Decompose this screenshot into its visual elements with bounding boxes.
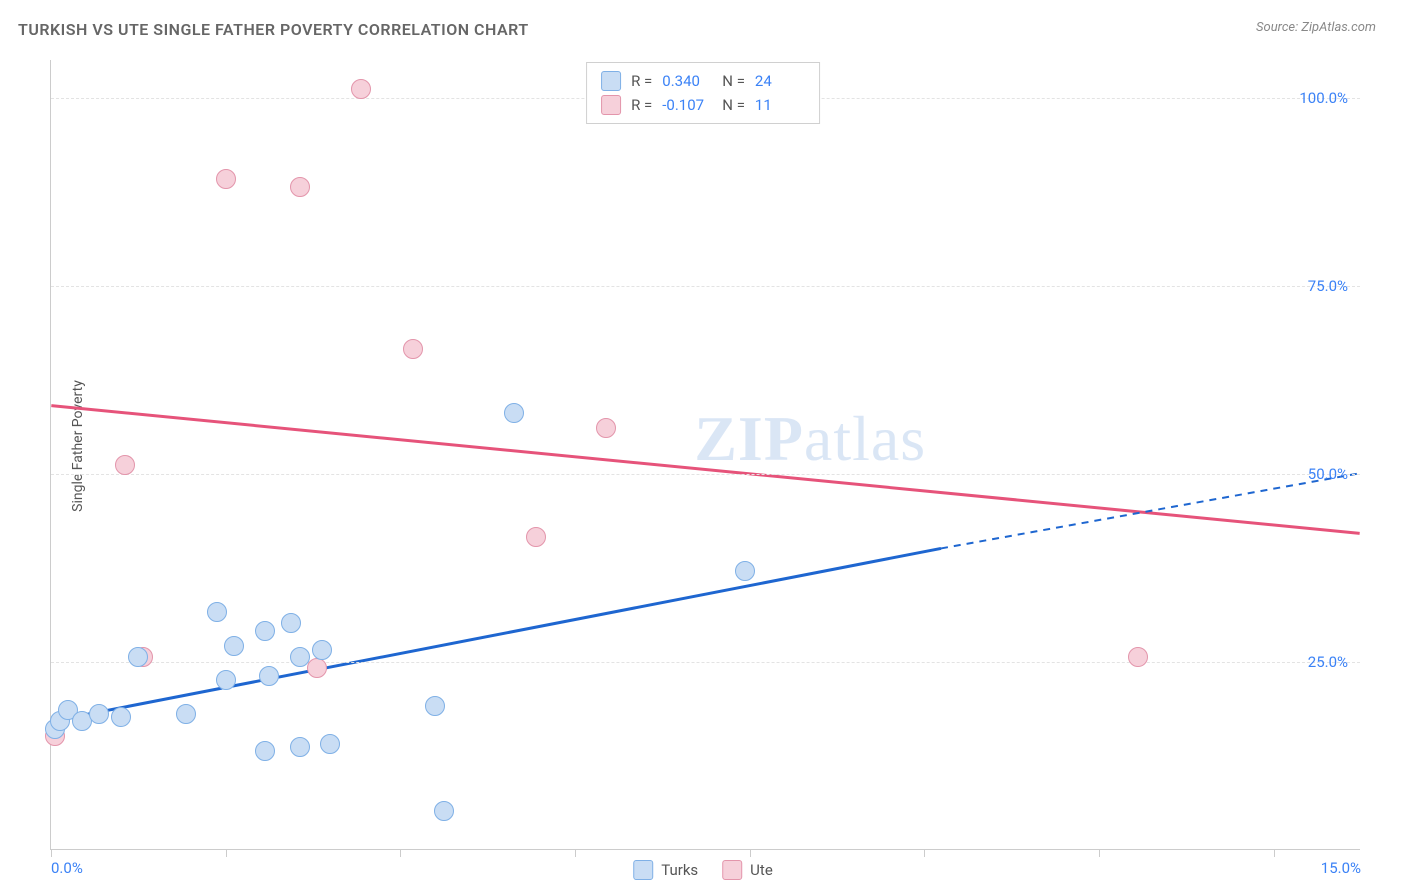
point-turks [312, 640, 332, 660]
point-turks [434, 801, 454, 821]
point-turks [425, 696, 445, 716]
y-tick-label: 50.0% [1308, 465, 1348, 483]
point-turks [216, 670, 236, 690]
point-ute [403, 339, 423, 359]
swatch-ute-icon [722, 860, 742, 880]
point-turks [290, 737, 310, 757]
x-tick [1099, 849, 1100, 857]
y-tick-label: 75.0% [1308, 277, 1348, 295]
point-turks [224, 636, 244, 656]
swatch-turks [601, 71, 621, 91]
legend-item-turks: Turks [633, 860, 698, 880]
r-value-turks: 0.340 [662, 69, 712, 93]
point-turks [128, 647, 148, 667]
legend-item-ute: Ute [722, 860, 773, 880]
point-turks [259, 666, 279, 686]
point-turks [320, 734, 340, 754]
swatch-ute [601, 95, 621, 115]
trend-line [941, 473, 1360, 548]
point-ute [1128, 647, 1148, 667]
n-value-turks: 24 [755, 69, 805, 93]
r-value-ute: -0.107 [662, 93, 712, 117]
x-tick [226, 849, 227, 857]
point-turks [111, 707, 131, 727]
point-ute [351, 79, 371, 99]
chart-title: TURKISH VS UTE SINGLE FATHER POVERTY COR… [18, 20, 529, 39]
x-tick-label: 0.0% [51, 859, 83, 877]
gridline [51, 662, 1360, 663]
x-tick [51, 849, 52, 857]
x-tick [400, 849, 401, 857]
x-tick [575, 849, 576, 857]
point-turks [176, 704, 196, 724]
gridline [51, 286, 1360, 287]
point-turks [504, 403, 524, 423]
watermark-zip: ZIP [694, 403, 804, 474]
watermark: ZIPatlas [694, 402, 926, 476]
point-turks [735, 561, 755, 581]
point-ute [307, 658, 327, 678]
point-turks [89, 704, 109, 724]
point-turks [290, 647, 310, 667]
swatch-turks-icon [633, 860, 653, 880]
y-tick-label: 25.0% [1308, 653, 1348, 671]
series-legend: Turks Ute [633, 860, 773, 880]
point-ute [216, 169, 236, 189]
y-tick-label: 100.0% [1299, 89, 1348, 107]
chart-container: TURKISH VS UTE SINGLE FATHER POVERTY COR… [0, 0, 1406, 892]
point-turks [207, 602, 227, 622]
x-tick-label: 15.0% [1321, 859, 1361, 877]
x-tick [750, 849, 751, 857]
watermark-atlas: atlas [804, 403, 926, 474]
trend-lines-layer [51, 60, 1360, 849]
legend-label-ute: Ute [750, 861, 773, 879]
point-ute [596, 418, 616, 438]
n-value-ute: 11 [755, 93, 805, 117]
x-tick [1274, 849, 1275, 857]
plot-area: ZIPatlas 25.0%50.0%75.0%100.0%0.0%15.0% [50, 60, 1360, 850]
gridline [51, 474, 1360, 475]
x-tick [924, 849, 925, 857]
point-ute [526, 527, 546, 547]
source-label: Source: ZipAtlas.com [1256, 20, 1376, 35]
trend-line [51, 406, 1359, 534]
point-turks [255, 621, 275, 641]
correlation-legend: R = 0.340 N = 24 R = -0.107 N = 11 [586, 62, 820, 124]
legend-row-ute: R = -0.107 N = 11 [601, 93, 805, 117]
legend-label-turks: Turks [661, 861, 698, 879]
legend-row-turks: R = 0.340 N = 24 [601, 69, 805, 93]
point-ute [115, 455, 135, 475]
point-turks [255, 741, 275, 761]
point-ute [290, 177, 310, 197]
trend-line [51, 548, 941, 721]
point-turks [281, 613, 301, 633]
